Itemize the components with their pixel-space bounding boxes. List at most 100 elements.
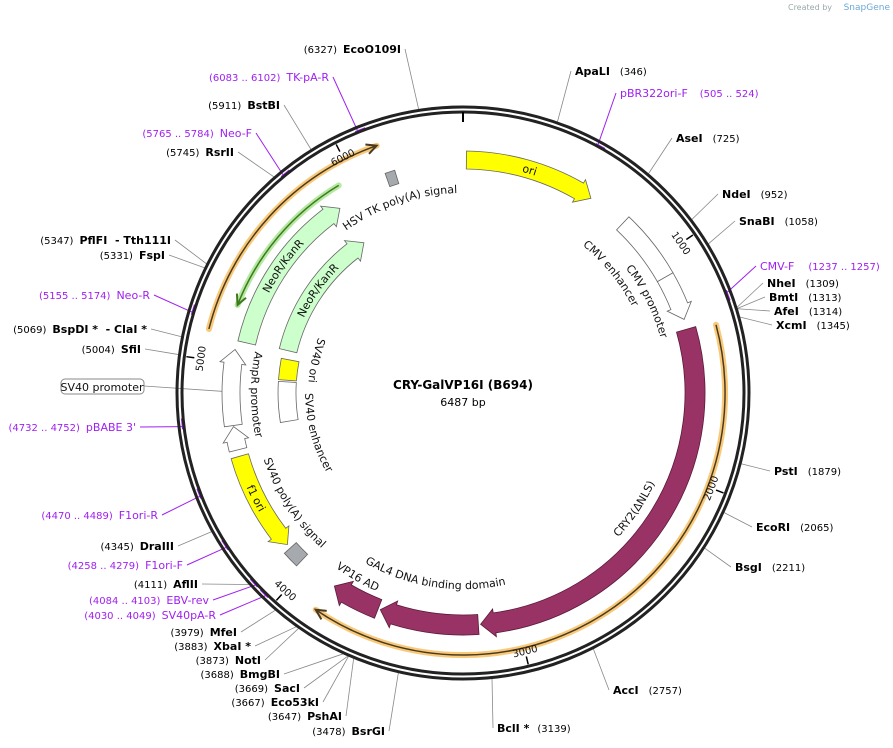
restriction-sites: (6327) EcoO109I (5911) BstBI (5745) RsrII (… bbox=[13, 43, 850, 738]
feature-gal4-dna-binding-domain bbox=[379, 600, 480, 636]
enzyme-site[interactable]: (4345) DraIII bbox=[100, 540, 174, 553]
enzyme-site[interactable]: (3667) Eco53kI bbox=[231, 696, 319, 709]
feature-label-neor-outer[interactable]: NeoR/KanR bbox=[260, 236, 307, 294]
enzyme-site[interactable]: (3669) SacI bbox=[235, 682, 300, 695]
enzyme-site[interactable]: (5069) BspDI * - ClaI * bbox=[13, 323, 147, 336]
primer-site[interactable]: (5765 .. 5784) Neo-F bbox=[142, 127, 252, 140]
feature-label-neor-inner[interactable]: NeoR/KanR bbox=[295, 261, 342, 320]
features bbox=[205, 142, 729, 659]
enzyme-site[interactable]: (5745) RsrII bbox=[166, 146, 234, 159]
enzyme-leader-line bbox=[737, 296, 766, 309]
enzyme-leader-line bbox=[174, 239, 207, 265]
enzyme-leader-line bbox=[254, 626, 297, 647]
feature-vp16-ad bbox=[333, 580, 383, 619]
primer-leader-line bbox=[332, 76, 359, 132]
scale-tick-label: 4000 bbox=[272, 579, 298, 604]
orf-line bbox=[315, 324, 726, 656]
enzyme-site[interactable]: (5911) BstBI bbox=[208, 99, 280, 112]
plasmid-name: CRY-GalVP16I (B694) bbox=[393, 378, 533, 392]
enzyme-site[interactable]: (3647) PshAI bbox=[268, 710, 342, 723]
feature-label-hsv-tk-polya[interactable]: HSV TK poly(A) signal bbox=[340, 183, 457, 233]
enzyme-site[interactable]: AfeI (1314) bbox=[774, 305, 842, 318]
enzyme-site[interactable]: AccI (2757) bbox=[613, 684, 682, 697]
scale-tick-mark bbox=[335, 144, 341, 152]
feature-ampr-promoter bbox=[222, 426, 250, 453]
enzyme-site[interactable]: (5004) SfiI bbox=[82, 343, 141, 356]
enzyme-site[interactable]: BsgI (2211) bbox=[735, 561, 805, 574]
enzyme-leader-line bbox=[491, 678, 494, 729]
sv40-promoter-box bbox=[60, 378, 145, 395]
enzyme-site[interactable]: (3478) BsrGI bbox=[312, 725, 385, 738]
primer-leader-line bbox=[212, 584, 257, 601]
enzyme-site[interactable]: (3883) XbaI * bbox=[174, 640, 251, 653]
enzyme-leader-line bbox=[737, 308, 771, 312]
enzyme-site[interactable]: (5347) PflFI - Tth111I bbox=[40, 234, 171, 247]
sv40-promoter-annotation[interactable]: SV40 promoter bbox=[60, 378, 145, 395]
enzyme-site[interactable]: BmtI (1313) bbox=[769, 291, 842, 304]
enzyme-leader-line bbox=[240, 609, 276, 633]
scale-tick-mark bbox=[275, 593, 283, 601]
scale-tick-mark bbox=[525, 656, 529, 665]
feature-label-gal4[interactable]: GAL4 DNA binding domain bbox=[363, 554, 506, 592]
primer-site[interactable]: pBR322ori-F (505 .. 524) bbox=[620, 87, 759, 100]
backbone-outer-strand bbox=[175, 105, 751, 681]
enzyme-leader-line bbox=[150, 328, 182, 338]
enzyme-leader-line bbox=[201, 583, 250, 585]
primer-site[interactable]: (6083 .. 6102) TK-pA-R bbox=[209, 71, 329, 84]
feature-label-ori[interactable]: ori bbox=[521, 162, 539, 179]
feature-label-ampr-promoter[interactable]: AmpR promoter bbox=[248, 351, 266, 439]
primer-site[interactable]: (4030 .. 4049) SV40pA-R bbox=[84, 609, 216, 622]
feature-label-sv40-enhancer[interactable]: SV40 enhancer bbox=[302, 393, 336, 475]
enzyme-site[interactable]: NheI (1309) bbox=[767, 277, 839, 290]
feature-hsv-tk-poly-a-signal bbox=[384, 169, 400, 188]
enzyme-leader-line bbox=[691, 193, 719, 220]
orf-line bbox=[208, 144, 377, 330]
primer-site[interactable]: (5155 .. 5174) Neo-R bbox=[39, 289, 150, 302]
enzyme-leader-line bbox=[739, 316, 773, 326]
enzyme-site[interactable]: AseI (725) bbox=[676, 132, 740, 145]
primer-site[interactable]: (4084 .. 4103) EBV-rev bbox=[89, 594, 209, 607]
enzyme-leader-line bbox=[144, 348, 179, 355]
scale-tick-label: 6000 bbox=[329, 148, 357, 169]
primer-leader-line bbox=[597, 92, 617, 146]
scale-tick-label: 2000 bbox=[702, 475, 721, 503]
feature-ampr-promoter bbox=[219, 348, 247, 428]
scale-tick-label: 1000 bbox=[668, 230, 691, 257]
enzyme-site[interactable]: (4111) AflII bbox=[134, 578, 198, 591]
primer-site[interactable]: (4470 .. 4489) F1ori-R bbox=[41, 509, 158, 522]
primer-site[interactable]: CMV-F (1237 .. 1257) bbox=[760, 260, 880, 273]
enzyme-site[interactable]: SnaBI (1058) bbox=[739, 215, 818, 228]
scale-tick-label: 3000 bbox=[512, 644, 539, 661]
orf-line bbox=[236, 184, 340, 306]
primer-sites: (6083 .. 6102) TK-pA-R (5765 .. 5784) Neo-… bbox=[9, 71, 880, 622]
enzyme-site[interactable]: (3979) MfeI bbox=[170, 626, 237, 639]
enzyme-site[interactable]: BclI * (3139) bbox=[497, 722, 571, 735]
enzyme-leader-line bbox=[741, 463, 771, 472]
orf-arrowhead bbox=[365, 143, 379, 155]
sv40-promoter-leader bbox=[143, 385, 232, 393]
enzyme-leader-line bbox=[723, 512, 753, 528]
feature-ori bbox=[465, 150, 592, 203]
enzyme-site[interactable]: PstI (1879) bbox=[774, 465, 841, 478]
enzyme-leader-line bbox=[264, 627, 299, 661]
enzyme-leader-line bbox=[237, 151, 275, 178]
feature-sv40-enhancer bbox=[277, 380, 299, 423]
primer-site[interactable]: (4732 .. 4752) pBABE 3' bbox=[9, 421, 137, 434]
enzyme-site[interactable]: (5331) FspI bbox=[100, 249, 165, 262]
enzyme-site[interactable]: NdeI (952) bbox=[722, 188, 788, 201]
primer-site[interactable]: (4258 .. 4279) F1ori-F bbox=[68, 559, 183, 572]
feature-sv40-poly-a-signal bbox=[283, 542, 309, 567]
enzyme-site[interactable]: ApaLI (346) bbox=[575, 65, 647, 78]
enzyme-site[interactable]: XcmI (1345) bbox=[776, 319, 850, 332]
enzyme-site[interactable]: (6327) EcoO109I bbox=[304, 43, 401, 56]
feature-label-sv40-ori[interactable]: SV40 ori bbox=[305, 336, 327, 383]
enzyme-site[interactable]: EcoRI (2065) bbox=[756, 521, 834, 534]
enzyme-site[interactable]: (3688) BmgBI bbox=[201, 668, 280, 681]
scale-tick-mark bbox=[685, 234, 694, 241]
orf-arrowhead bbox=[235, 293, 247, 307]
enzyme-leader-line bbox=[736, 282, 764, 308]
enzyme-leader-line bbox=[648, 137, 673, 175]
scale-tick-label: 5000 bbox=[195, 345, 209, 372]
enzyme-site[interactable]: (3873) NotI bbox=[196, 654, 261, 667]
